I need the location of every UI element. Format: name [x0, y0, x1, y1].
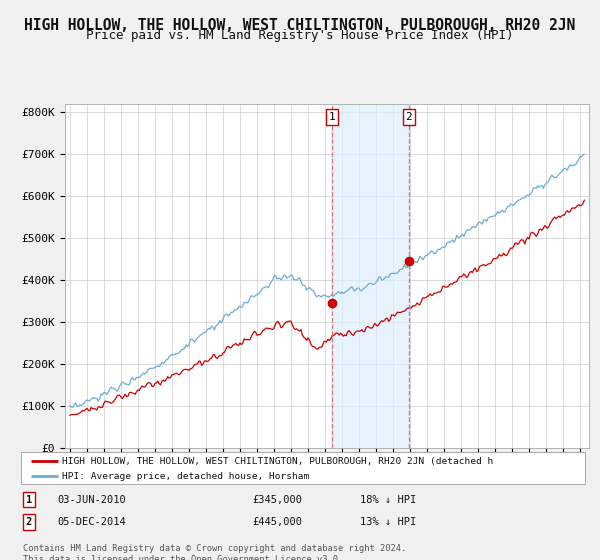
Text: £345,000: £345,000: [252, 494, 302, 505]
Text: Price paid vs. HM Land Registry's House Price Index (HPI): Price paid vs. HM Land Registry's House …: [86, 29, 514, 42]
Text: Contains HM Land Registry data © Crown copyright and database right 2024.
This d: Contains HM Land Registry data © Crown c…: [23, 544, 406, 560]
Text: HIGH HOLLOW, THE HOLLOW, WEST CHILTINGTON, PULBOROUGH, RH20 2JN (detached h: HIGH HOLLOW, THE HOLLOW, WEST CHILTINGTO…: [62, 456, 493, 465]
Text: 2: 2: [405, 112, 412, 122]
Text: HIGH HOLLOW, THE HOLLOW, WEST CHILTINGTON, PULBOROUGH, RH20 2JN: HIGH HOLLOW, THE HOLLOW, WEST CHILTINGTO…: [25, 18, 575, 33]
Text: 03-JUN-2010: 03-JUN-2010: [57, 494, 126, 505]
Text: 1: 1: [26, 494, 32, 505]
Text: 18% ↓ HPI: 18% ↓ HPI: [360, 494, 416, 505]
Text: 2: 2: [26, 517, 32, 527]
Text: 05-DEC-2014: 05-DEC-2014: [57, 517, 126, 527]
Text: HPI: Average price, detached house, Horsham: HPI: Average price, detached house, Hors…: [62, 472, 310, 481]
Text: 13% ↓ HPI: 13% ↓ HPI: [360, 517, 416, 527]
Text: £445,000: £445,000: [252, 517, 302, 527]
Bar: [332, 104, 409, 448]
Text: 1: 1: [329, 112, 335, 122]
